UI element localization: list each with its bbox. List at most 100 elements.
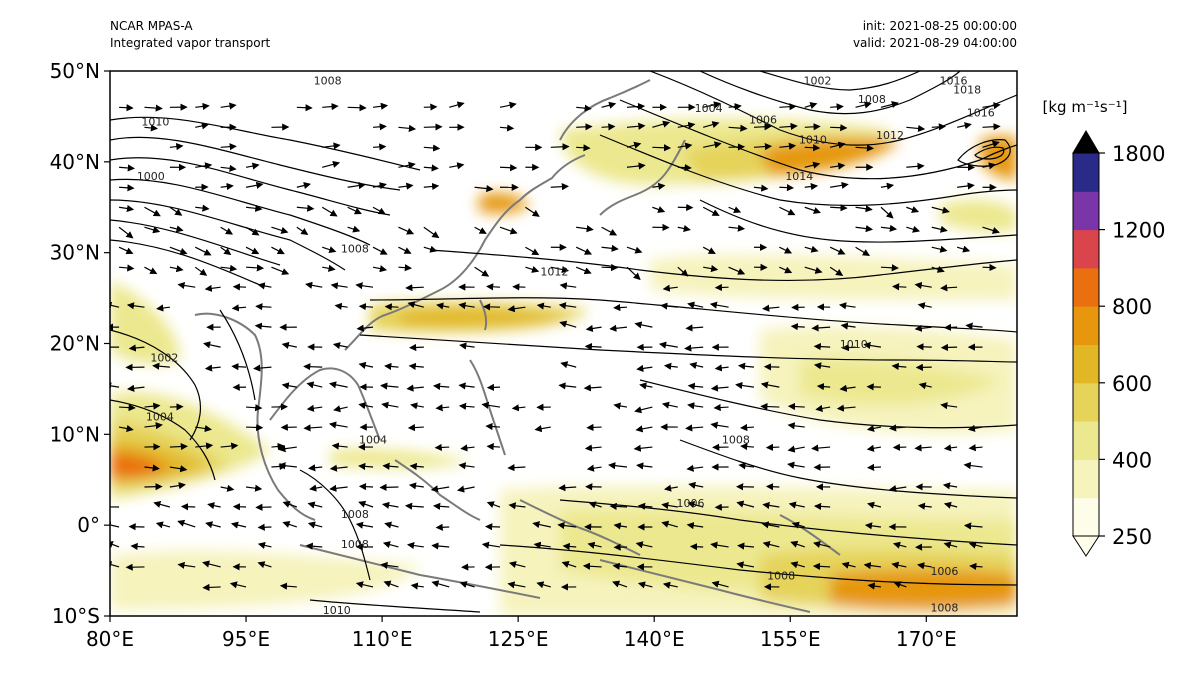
ivt-vector-arrow: [906, 124, 926, 133]
colorbar-segment: [1073, 421, 1099, 460]
ivt-vector-arrow: [812, 562, 831, 570]
ivt-vector-arrow: [967, 424, 983, 432]
ivt-vector-arrow: [864, 522, 882, 530]
ivt-vector-arrow: [559, 320, 577, 328]
ivt-vector-arrow: [652, 144, 672, 152]
ivt-vector-arrow: [220, 143, 237, 151]
ivt-vector-arrow: [119, 164, 135, 172]
isobar-label: 1008: [767, 570, 795, 583]
ivt-vector-arrow: [687, 382, 704, 390]
ivt-vector-arrow: [358, 500, 374, 508]
ivt-vector-arrow: [381, 501, 399, 509]
colorbar-tick-label: 1800: [1112, 142, 1165, 166]
ivt-vector-arrow: [728, 266, 746, 275]
ivt-vector-arrow: [931, 225, 948, 233]
ivt-vector-arrow: [459, 581, 475, 589]
ivt-vector-arrow: [430, 485, 450, 493]
ivt-vector-arrow: [710, 421, 729, 429]
ivt-vector-arrow: [372, 206, 386, 215]
ivt-vector-arrow: [762, 541, 780, 548]
ivt-vector-arrow: [257, 541, 272, 549]
ivt-vector-arrow: [271, 226, 289, 234]
ivt-vector-arrow: [584, 444, 602, 452]
ivt-vector-arrow: [257, 523, 272, 531]
ivt-vector-arrow: [110, 382, 120, 390]
ivt-vector-arrow: [626, 162, 646, 170]
ivt-vector-arrow: [562, 542, 577, 551]
ivt-vector-arrow: [710, 541, 729, 549]
ivt-vector-arrow: [525, 246, 540, 256]
ivt-vector-arrow: [829, 246, 846, 255]
ivt-vector-arrow: [914, 444, 932, 452]
ivt-vector-arrow: [486, 501, 501, 508]
ivt-vector-arrow: [811, 324, 831, 332]
ivt-vector-arrow: [855, 144, 875, 152]
ivt-vector-arrow: [841, 344, 856, 352]
ivt-vector-arrow: [866, 463, 881, 471]
ivt-vector-arrow: [423, 144, 441, 152]
ivt-vector-arrow: [779, 122, 798, 131]
isobar-label: 1008: [314, 75, 342, 88]
isobar-label: 1002: [803, 75, 831, 88]
ivt-vector-arrow: [232, 283, 247, 291]
ivt-vector-arrow: [372, 143, 387, 151]
ivt-vector-arrow: [914, 324, 932, 332]
ivt-vector-arrow: [169, 206, 183, 216]
ivt-vector-arrow: [635, 541, 653, 549]
ivt-vector-arrow: [728, 224, 746, 232]
ivt-vector-arrow: [347, 225, 361, 233]
ivt-vector-arrow: [609, 502, 628, 510]
ivt-vector-arrow: [636, 364, 653, 372]
ivt-vector-arrow: [804, 266, 823, 274]
ivt-vector-arrow: [612, 562, 628, 570]
ivt-vector-arrow: [152, 362, 170, 370]
ivt-vector-arrow: [663, 362, 678, 370]
ivt-vector-arrow: [736, 561, 755, 569]
ivt-vector-arrow: [245, 181, 264, 189]
colorbar-tick-label: 800: [1112, 295, 1152, 319]
ivt-vector-arrow: [855, 205, 873, 213]
isobar-label: 1008: [341, 243, 369, 256]
ivt-vector-arrow: [866, 444, 882, 452]
ivt-vector-arrow: [245, 204, 263, 212]
ivt-vector-arrow: [281, 382, 297, 390]
ivt-vector-arrow: [195, 442, 214, 450]
ivt-vector-arrow: [787, 445, 805, 453]
ivt-vector-arrow: [405, 284, 424, 292]
ivt-vector-arrow: [760, 402, 780, 411]
ivt-vector-arrow: [279, 582, 297, 590]
ivt-vector-arrow: [410, 402, 424, 410]
ivt-vector-arrow: [486, 443, 501, 451]
ivt-vector-arrow: [144, 226, 161, 234]
ivt-vector-arrow: [839, 384, 856, 392]
colorbar-tick-label: 400: [1112, 448, 1152, 472]
ivt-vector-arrow: [205, 521, 221, 529]
ivt-vector-arrow: [332, 342, 348, 350]
ivt-vector-arrow: [813, 540, 831, 548]
ivt-vector-arrow: [382, 541, 399, 549]
ivt-vector-arrow: [356, 324, 374, 332]
colorbar-unit-label: [kg m⁻¹s⁻¹]: [1043, 98, 1128, 116]
ivt-vector-arrow: [144, 266, 158, 274]
ivt-vector-arrow: [957, 182, 975, 190]
ivt-vector-arrow: [737, 542, 755, 550]
ivt-vector-arrow: [634, 406, 653, 414]
isobar-label: 1006: [930, 565, 958, 578]
ivt-vector-arrow: [423, 103, 438, 111]
ivt-vector-arrow: [982, 123, 1001, 131]
ivt-vector-arrow: [917, 562, 932, 570]
ivt-vector-arrow: [652, 206, 666, 213]
ivt-vector-arrow: [355, 521, 374, 529]
ivt-vector-arrow: [328, 421, 348, 429]
ivt-vector-arrow: [626, 266, 641, 281]
ivt-vector-arrow: [406, 384, 424, 392]
ivt-vector-arrow: [585, 324, 602, 333]
ivt-vector-arrow: [791, 521, 805, 529]
ivt-vector-arrow: [613, 402, 628, 410]
ivt-vector-arrow: [432, 382, 450, 390]
isobar-label: 1010: [799, 134, 827, 147]
ivt-vector-arrow: [253, 364, 272, 372]
ivt-vector-arrow: [855, 225, 874, 233]
lat-tick-label: 40°N: [50, 150, 100, 174]
ivt-vector-arrow: [661, 501, 678, 510]
